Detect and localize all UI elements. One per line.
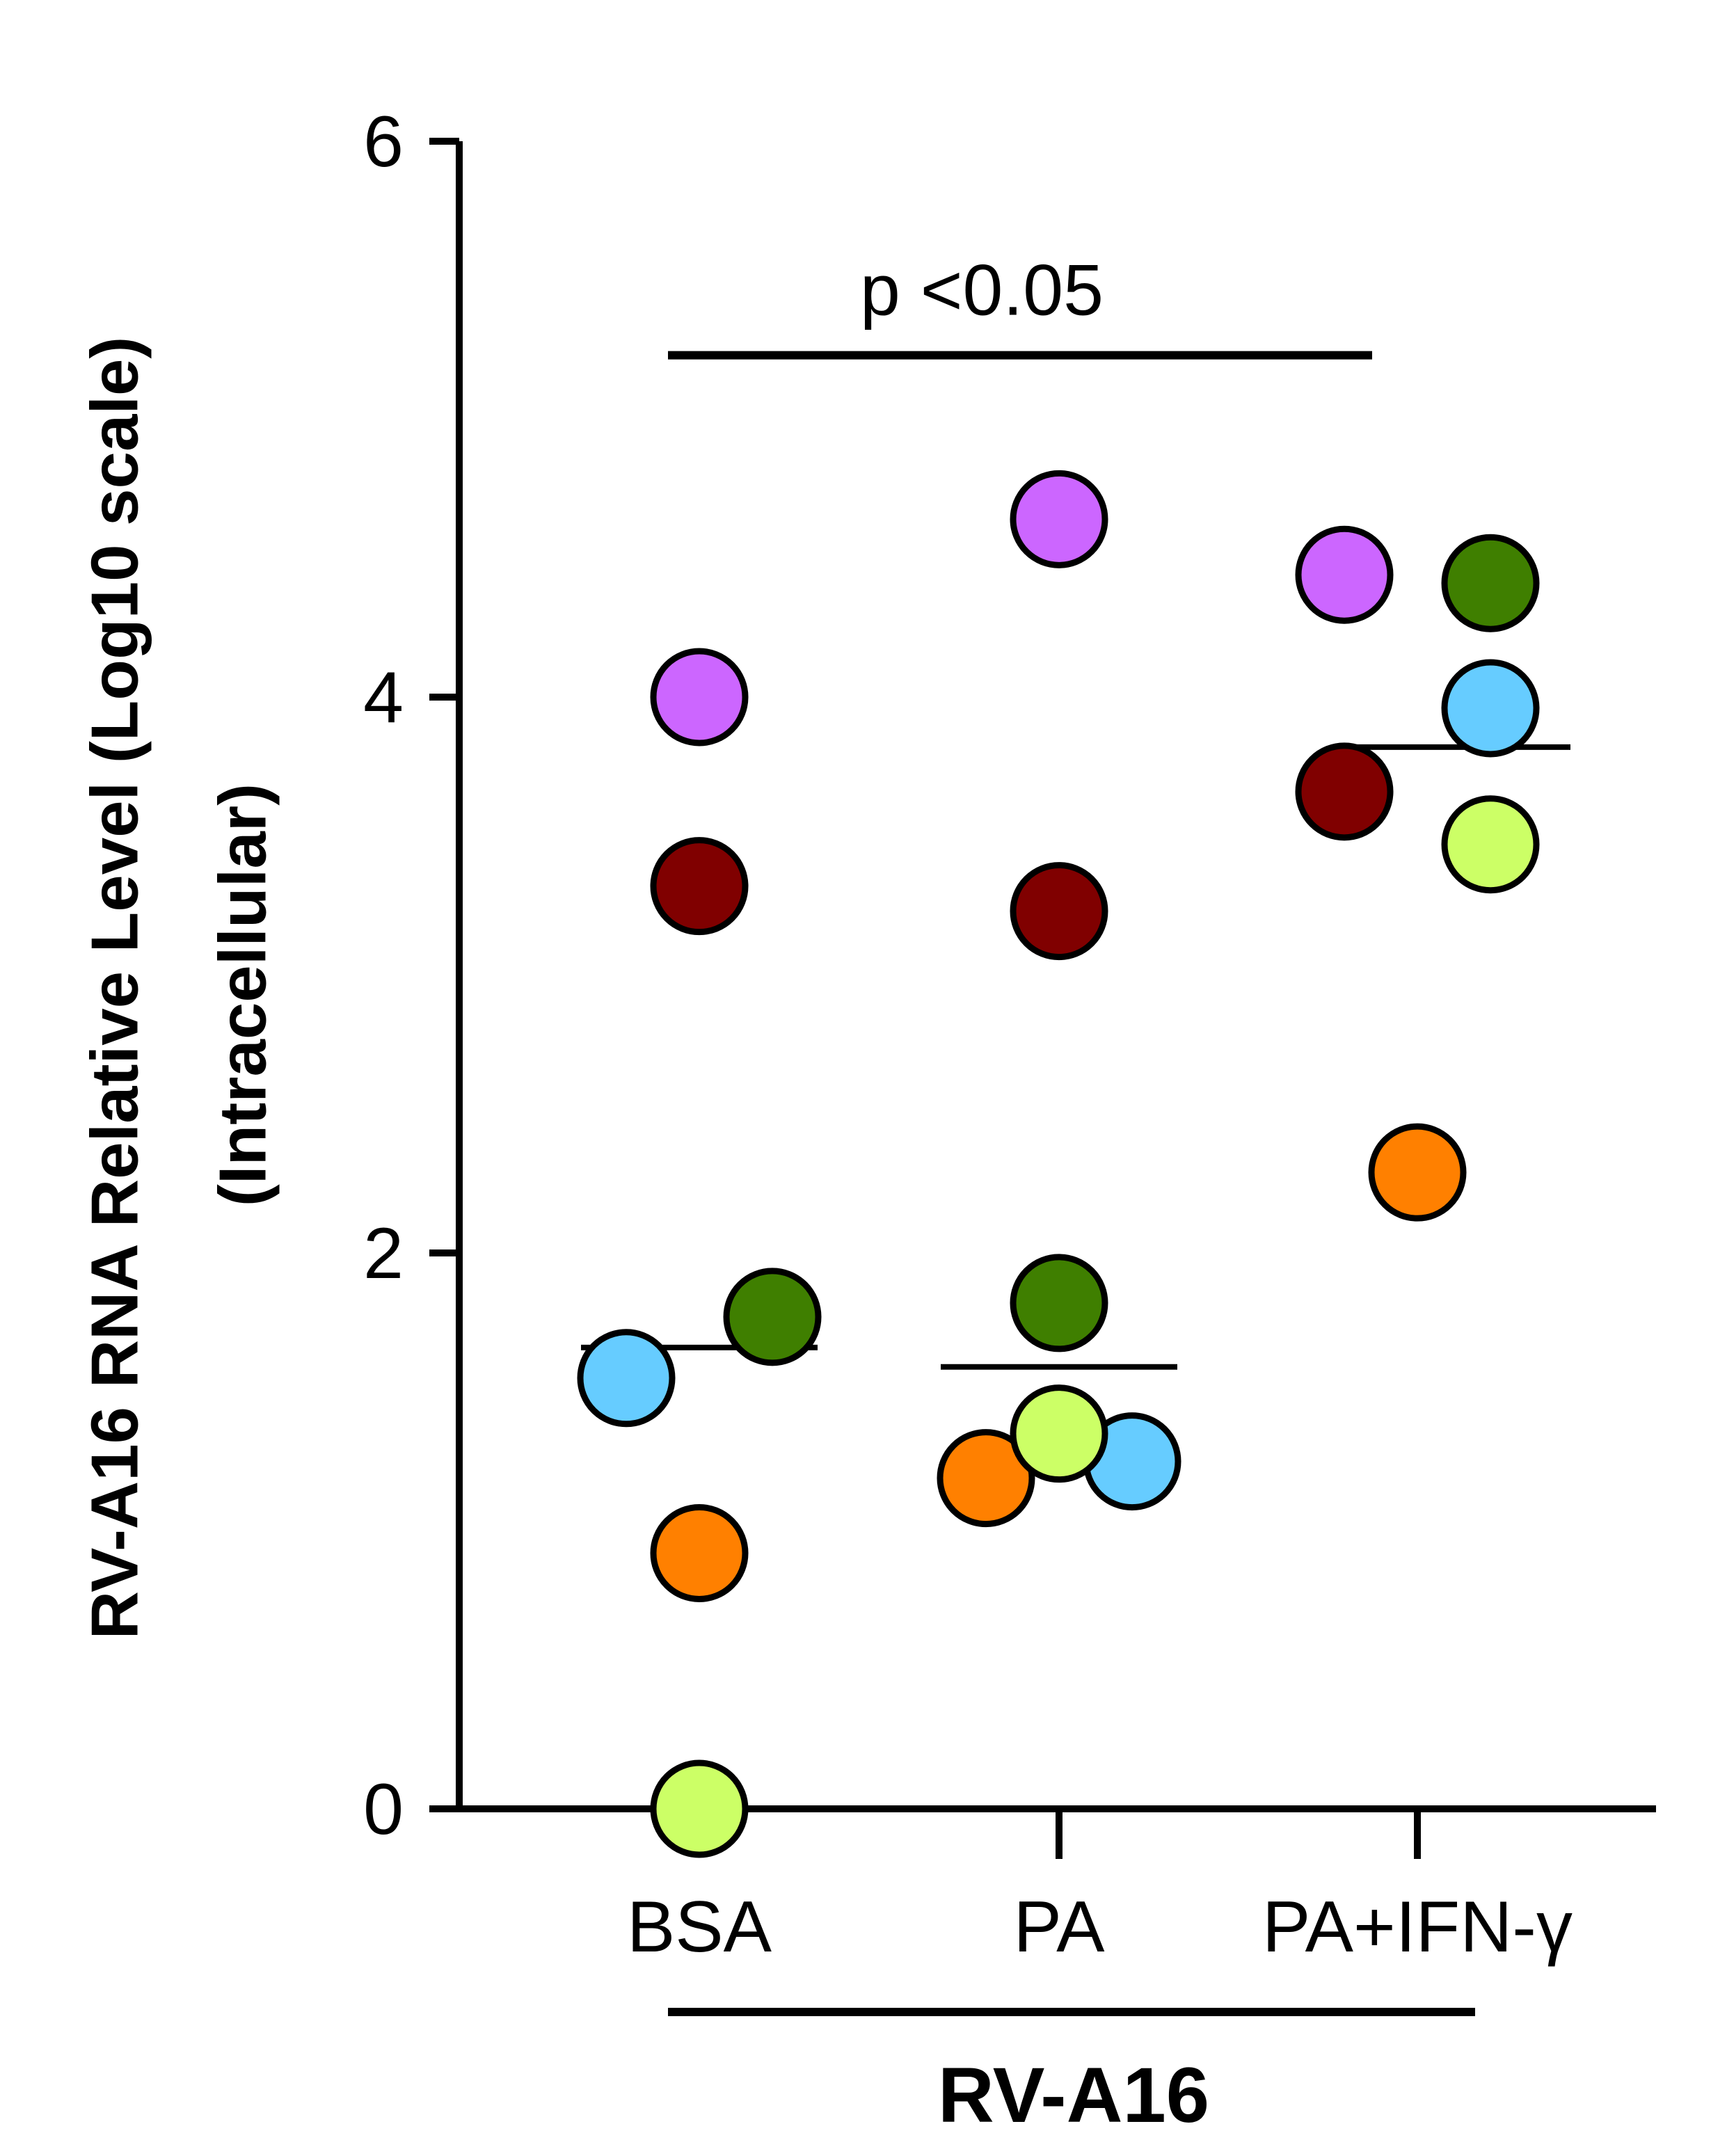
y-tick-label: 0 <box>363 1769 404 1850</box>
y-axis-label: RV-A16 RNA Relative Level (Log10 scale) <box>77 337 152 1640</box>
data-point <box>937 1429 1035 1528</box>
data-point <box>650 648 749 746</box>
data-point <box>1368 1123 1467 1222</box>
data-point <box>1010 1384 1108 1483</box>
data-point <box>1010 862 1108 961</box>
y-tick-label: 2 <box>363 1213 404 1294</box>
data-point <box>650 1503 749 1602</box>
x-tick-label: PA+IFN-γ <box>1262 1887 1573 1967</box>
axes: 0 2 4 6 BSA PA PA+IFN-γ <box>363 102 1656 2016</box>
data-point <box>1441 659 1540 758</box>
data-point <box>577 1329 676 1428</box>
x-tick-label: BSA <box>627 1887 772 1967</box>
data-point <box>1295 525 1394 624</box>
y-tick-label: 6 <box>363 102 404 182</box>
data-point <box>650 837 749 936</box>
significance-label: p <0.05 <box>860 250 1104 331</box>
chart-marks <box>577 470 1570 1858</box>
data-point <box>1441 534 1540 632</box>
y-axis-sublabel: (Intracellular) <box>205 783 280 1206</box>
group-label: RV-A16 <box>938 2052 1209 2139</box>
y-tick-label: 4 <box>363 657 404 738</box>
data-point <box>1010 470 1108 568</box>
x-tick-label: PA <box>1013 1887 1105 1967</box>
data-point <box>650 1759 749 1858</box>
data-point <box>1010 1254 1108 1352</box>
data-point <box>1441 795 1540 894</box>
data-point <box>723 1268 822 1366</box>
data-point <box>1295 742 1394 841</box>
